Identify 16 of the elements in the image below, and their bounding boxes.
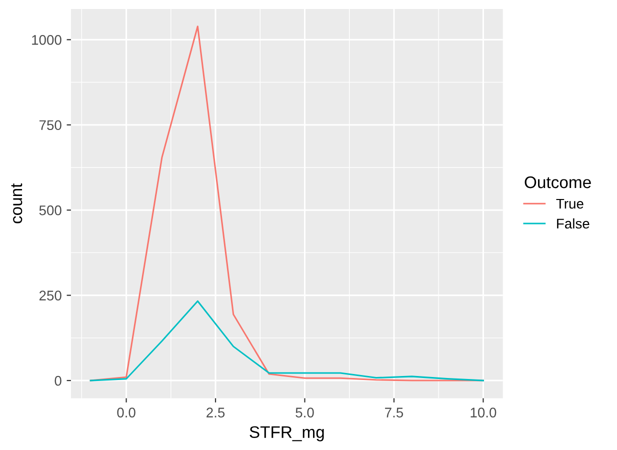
y-tick-label: 1000 bbox=[32, 35, 62, 45]
x-tick-label: 7.5 bbox=[385, 408, 404, 418]
legend-title: Outcome bbox=[524, 176, 591, 188]
y-tick-label: 250 bbox=[39, 290, 62, 300]
y-tick-label: 0 bbox=[54, 376, 62, 386]
x-axis-title: STFR_mg bbox=[250, 426, 324, 442]
y-axis-title: count bbox=[11, 183, 22, 224]
legend-label: True bbox=[556, 198, 584, 209]
x-tick-label: 2.5 bbox=[206, 408, 225, 418]
x-tick-label: 0.0 bbox=[117, 408, 136, 418]
x-tick-label: 10.0 bbox=[470, 408, 496, 418]
x-tick-label: 5.0 bbox=[296, 408, 314, 418]
y-tick-label: 750 bbox=[39, 120, 62, 130]
line-series bbox=[90, 300, 484, 382]
y-tick-label: 500 bbox=[39, 205, 62, 216]
legend-label: False bbox=[557, 218, 590, 229]
